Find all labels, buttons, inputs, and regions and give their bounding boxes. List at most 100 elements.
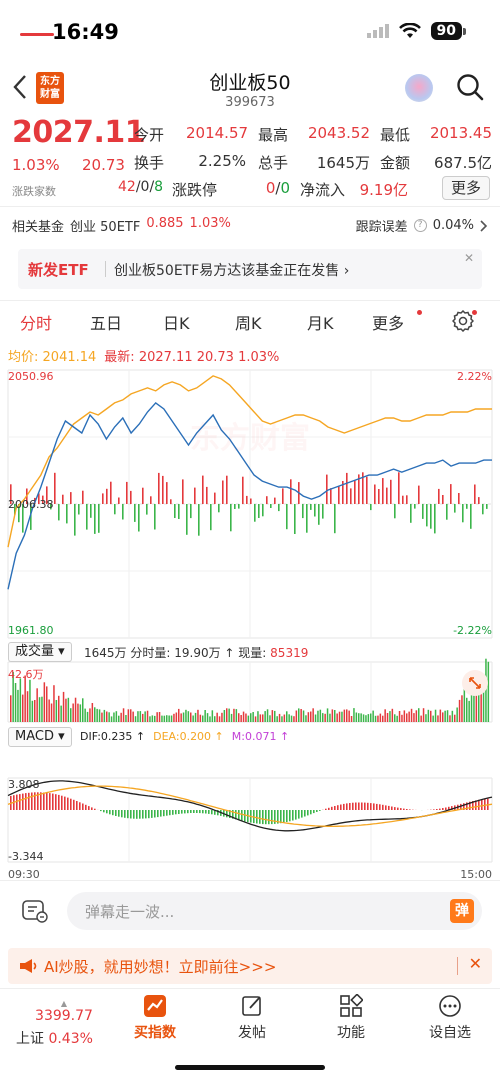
volume-bar [50,703,53,722]
volume-bar [415,710,418,722]
volume-bar [365,715,367,722]
advance-decline-value: 42/0/8 [118,179,164,195]
macd-bar [244,810,246,822]
flow-bar [114,504,116,515]
volume-bar [463,688,466,722]
volume-bar [137,711,139,722]
quote-label: 金额 [380,154,411,172]
macd-bar [388,805,390,810]
volume-bar [324,713,326,722]
tab-daily-k[interactable]: 日K [163,314,190,333]
new-etf-banner[interactable]: 新发ETF 创业板50ETF易方达该基金正在发售 › ✕ [18,249,482,289]
expand-chart-button[interactable] [462,670,488,696]
macd-bar [343,803,345,810]
tab-monthly-k[interactable]: 月K [307,314,334,333]
macd-bar [187,810,189,814]
macd-bar [112,810,114,816]
volume-bar [367,714,370,722]
help-icon[interactable]: ? [413,219,427,232]
macd-bar [325,808,327,810]
ai-banner-close-button[interactable]: ✕ [468,954,482,973]
macd-bar [304,810,306,817]
macd-bar [16,794,18,810]
macd-indicator-select[interactable]: MACD ▾ [8,727,72,747]
flow-bar [402,495,404,504]
macd-bar [25,793,27,810]
flow-bar [342,481,344,504]
flow-bar [82,490,84,504]
flow-bar [222,480,224,504]
danmu-send-button[interactable]: 弹 [450,899,474,923]
dea-line [7,785,493,827]
macd-bar [91,807,93,810]
macd-bar [64,796,66,810]
volume-bar [185,709,187,722]
flow-bar [50,504,52,510]
quote-label: 最低 [380,126,411,144]
tracking-error-row[interactable]: 跟踪误差 ? 0.04% [356,216,488,235]
tab-weekly-k[interactable]: 周K [235,314,262,333]
nav-post[interactable]: 发帖 [217,994,287,1042]
intraday-chart-area[interactable]: 东方财富 2050.96 2006.38 1961.80 2.22% -2.22… [0,362,500,882]
macd-bar [94,808,96,810]
related-fund-row[interactable]: 相关基金 创业 50ETF 0.885 1.03% [12,216,231,235]
volume-bar [439,709,442,722]
volume-bar [326,708,329,722]
volume-bar [209,716,211,722]
volume-bar [202,715,204,722]
intraday-chart[interactable]: 东方财富 [0,362,500,882]
flow-bar [354,480,356,504]
banner-close-button[interactable]: ✕ [463,251,474,265]
more-quote-button[interactable]: 更多 [442,176,490,200]
flow-bar [218,504,220,513]
flow-bar [38,493,40,504]
banner-separator [105,261,106,277]
volume-bar [444,710,446,722]
search-button[interactable] [455,72,485,102]
macd-bar [346,803,348,810]
volume-bar [468,700,470,722]
volume-bar [454,714,456,722]
volume-bar [46,686,48,722]
macd-info: DIF:0.235 ↑ DEA:0.200 ↑ M:0.071 ↑ [80,730,289,743]
volume-bar [29,679,31,722]
macd-bar [166,810,168,816]
signal-icon [366,24,389,38]
tab-active-indicator [20,33,54,36]
macd-bar [451,806,453,810]
tab-five-day[interactable]: 五日 [90,314,123,333]
macd-bar [361,802,363,810]
volume-bar [218,716,221,722]
macd-bar [280,810,282,824]
flow-bar [302,504,304,519]
last-price-line [7,401,492,590]
related-fund-name: 创业 50ETF [70,220,141,235]
avg-price-value: 2041.14 [42,350,97,365]
back-button[interactable] [12,74,28,106]
tab-intraday[interactable]: 分时 [20,314,53,333]
pct-axis-bottom-label: -2.22% [453,624,492,637]
danmu-toggle-button[interactable] [20,898,50,924]
flow-bar [138,504,140,532]
danmu-input[interactable]: 弹幕走一波... 弹 [67,892,482,930]
volume-indicator-select[interactable]: 成交量 ▾ [8,642,72,662]
ai-promo-banner[interactable]: AI炒股，就用妙想！立即前往>>> ✕ [8,948,492,984]
volume-bar [127,709,130,722]
quote-label: 今开 [134,126,165,144]
volume-bar [314,714,317,722]
brand-logo: 东方 财富 [36,72,64,104]
gear-icon[interactable] [452,310,474,332]
volume-info: 1645万 分时量: 19.90万 ↑ 现量: 85319 [84,646,309,660]
assistant-avatar[interactable] [405,74,433,102]
nav-watchlist[interactable]: 设自选 [415,994,485,1042]
macd-bar [238,810,240,821]
nav-buy-index[interactable]: 买指数 [120,994,190,1042]
tab-more[interactable]: 更多 [372,314,405,333]
pct-axis-top-label: 2.22% [457,370,492,383]
volume-bar [252,712,254,722]
nav-functions[interactable]: 功能 [316,994,386,1042]
index-ticker[interactable]: ▲ 3399.77 上证 0.43% [16,1000,104,1048]
volume-bar [233,708,235,722]
macd-bar [316,810,318,812]
volume-bar [31,700,34,722]
